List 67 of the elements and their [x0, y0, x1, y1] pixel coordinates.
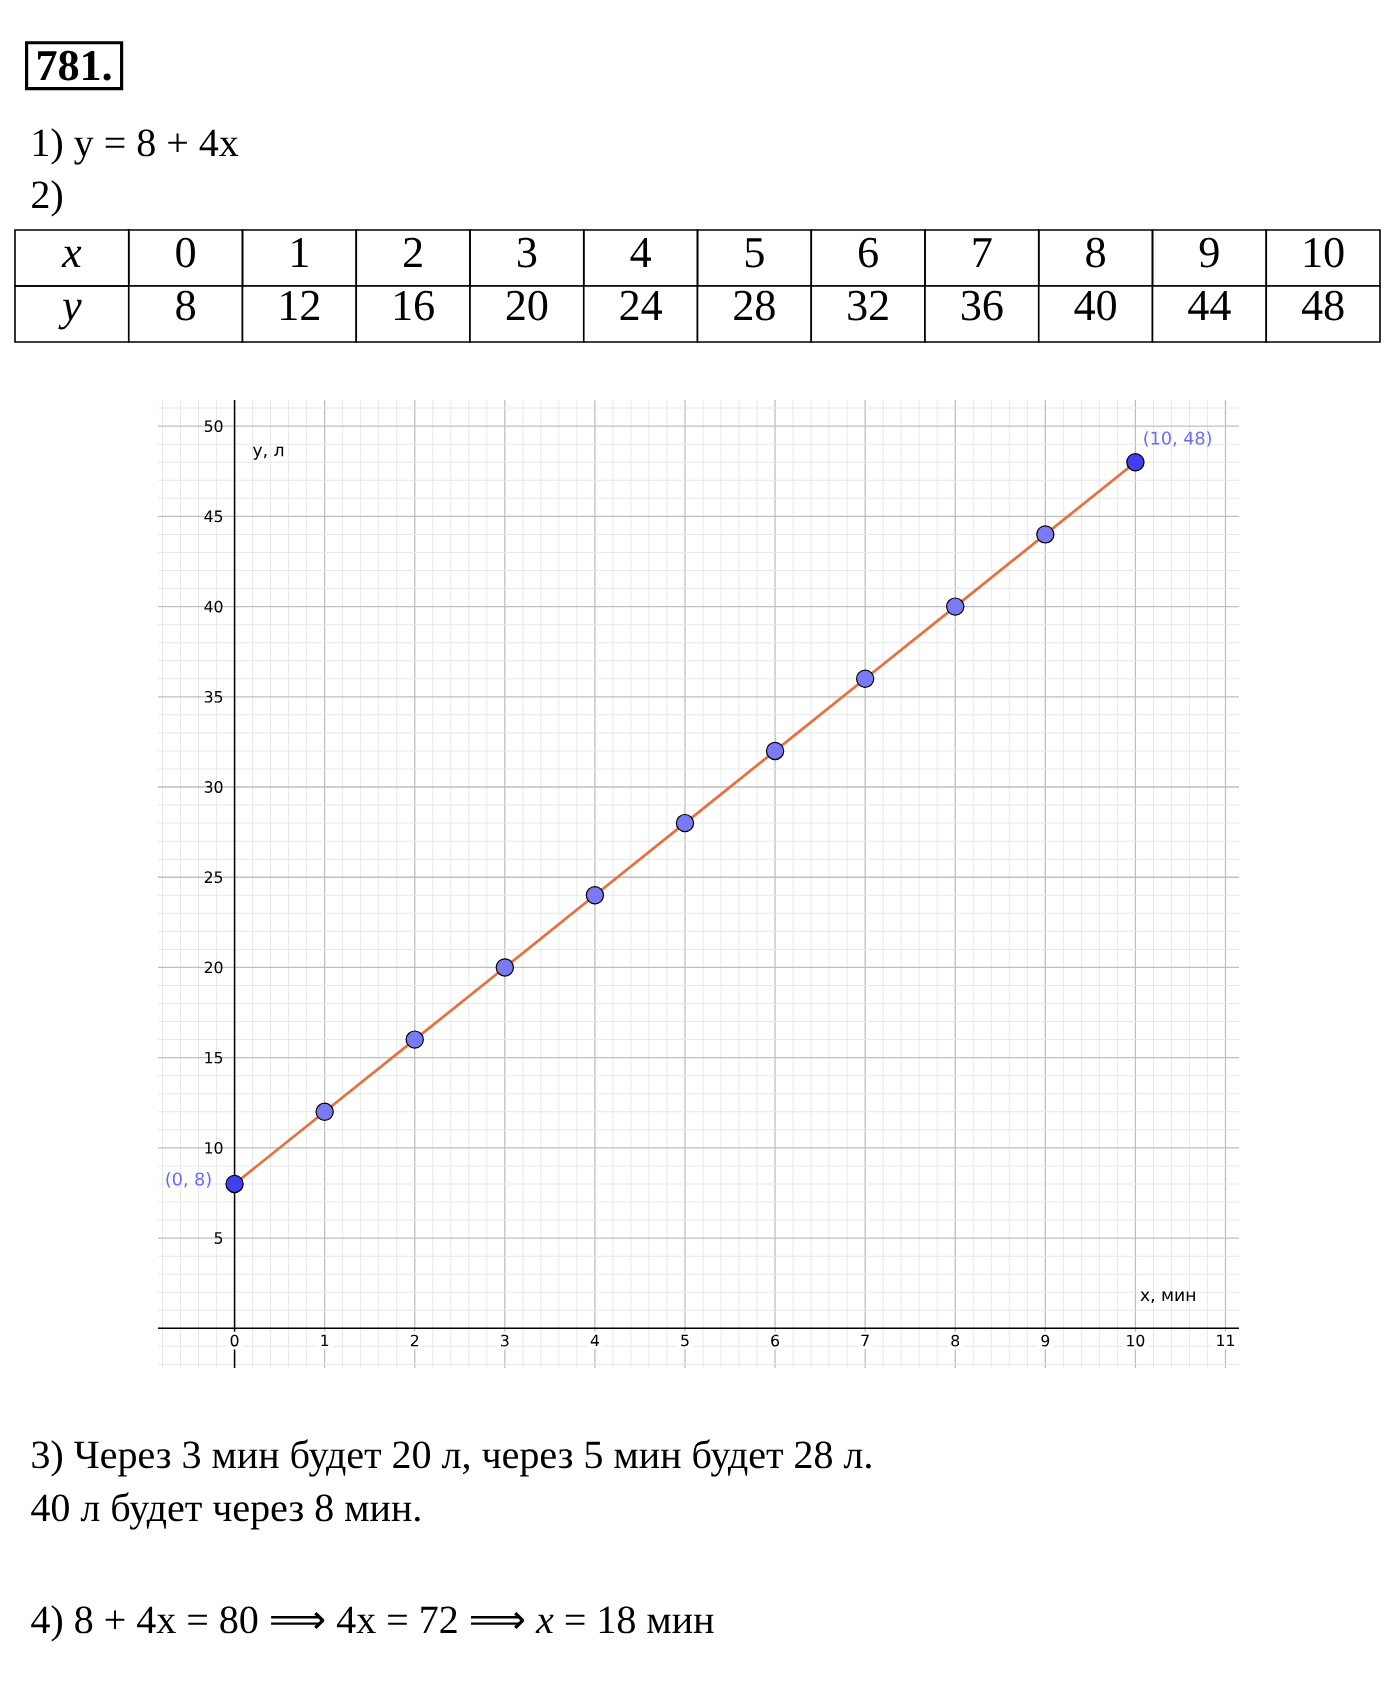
data-label: 16	[395, 290, 434, 321]
x-tick-label: 2	[410, 1334, 419, 1347]
y-tick-label: 10	[205, 1141, 223, 1154]
x-axis-title: x, мин	[1140, 1291, 1195, 1304]
x-tick-label: 4	[630, 238, 651, 267]
point	[855, 669, 875, 688]
data-label: 44	[1188, 291, 1231, 320]
x-tick-label: 9	[1041, 1334, 1050, 1347]
x-tick-label: 3	[517, 237, 537, 268]
x-tick-label: 8	[951, 1334, 960, 1347]
x-tick-label: 0	[176, 237, 195, 268]
text: 3) Через 3 мин будет 20 л, через 5 мин будет 28 л.	[32, 1439, 871, 1477]
x-tick-label: 1	[292, 237, 308, 267]
y-tick-label: 40	[204, 600, 223, 613]
x-tick-label: 3	[501, 1334, 509, 1347]
y-tick-label: 25	[204, 871, 223, 884]
text: 4) 8 + 4x = 80 ⟹ 4x = 72 ⟹ x = 18 мин	[31, 1605, 714, 1642]
x-tick-label: 10	[1127, 1334, 1145, 1347]
text: 1) y = 8 + 4x	[33, 128, 239, 165]
data-label: 40	[1074, 290, 1116, 321]
x-axis-title: x	[61, 246, 82, 267]
y-tick-label: 50	[204, 420, 223, 433]
y-tick-label: 35	[204, 690, 223, 703]
y-tick-label: y	[58, 299, 82, 330]
text: 40 л будет через 8 мин.	[31, 1492, 420, 1530]
y-tick-label: 5	[214, 1232, 223, 1244]
x-tick-label: 7	[861, 1334, 869, 1347]
y-tick-label: 20	[204, 961, 223, 974]
x-tick-label: 2	[404, 237, 422, 267]
x-tick-label: 10	[1304, 237, 1344, 268]
annotation: (10, 48)	[1144, 431, 1211, 447]
point	[1036, 525, 1055, 544]
x-tick-label: 11	[1217, 1334, 1234, 1347]
point	[946, 597, 965, 616]
x-tick-label: 0	[230, 1334, 239, 1347]
point	[585, 886, 605, 905]
x-tick-label: 6	[771, 1334, 780, 1347]
y-tick-label: 15	[205, 1051, 223, 1064]
data-label: 24	[620, 290, 662, 320]
x-tick-label: 9	[1199, 237, 1219, 268]
point	[1126, 453, 1145, 472]
chart-title: 781.	[38, 50, 111, 81]
y-axis-title: y, л	[252, 446, 284, 460]
data-label: 8	[176, 290, 195, 321]
point	[495, 958, 515, 977]
point	[225, 1174, 244, 1194]
x-tick-label: 1	[321, 1334, 329, 1347]
point	[405, 1030, 424, 1049]
point	[765, 741, 785, 761]
x-tick-label: 4	[590, 1334, 599, 1347]
y-tick-label: 30	[204, 781, 223, 793]
y-tick-label: 45	[204, 510, 223, 523]
data-label: 36	[961, 290, 1003, 321]
x-tick-label: 7	[973, 238, 992, 267]
data-label: 32	[848, 290, 888, 321]
data-label: 20	[506, 290, 548, 321]
data-label: 48	[1301, 290, 1344, 321]
annotation: (0, 8)	[166, 1172, 211, 1188]
x-tick-label: 5	[681, 1334, 689, 1347]
x-tick-label: 5	[745, 238, 764, 268]
x-tick-label: 6	[859, 237, 878, 268]
text: 2)	[32, 180, 62, 217]
x-tick-label: 8	[1086, 237, 1105, 268]
point	[675, 813, 695, 833]
point	[315, 1102, 334, 1121]
data-label: 28	[734, 290, 775, 321]
data-label: 12	[281, 290, 319, 320]
